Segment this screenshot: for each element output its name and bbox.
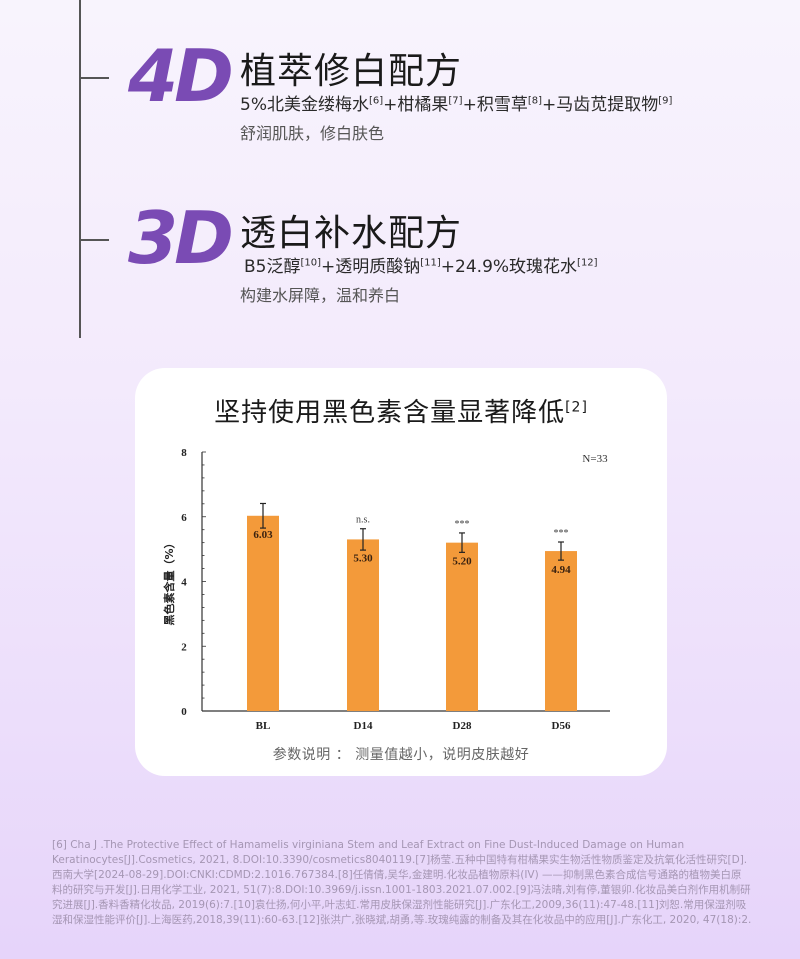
timeline-tick-3d <box>79 239 109 241</box>
significance-label: n.s. <box>356 515 370 526</box>
bar-d28 <box>446 542 478 711</box>
chart-card: 坚持使用黑色素含量显著降低[2] 0 2 4 6 8 黑色素含量（%） N=33 6.03 BL… <box>135 368 667 776</box>
y-tick-label: 8 <box>181 447 187 459</box>
feature-badge: 4D <box>128 34 234 118</box>
bar-value-label: 5.20 <box>452 556 472 568</box>
x-tick-label: D56 <box>552 720 571 732</box>
feature-title: 透白补水配方 <box>240 213 463 254</box>
bar-value-label: 4.94 <box>551 564 571 576</box>
bar-value-label: 6.03 <box>253 529 273 541</box>
feature-ingredients: 5%北美金缕梅水[6]+柑橘果[7]+积雪草[8]+马齿苋提取物[9] <box>240 95 673 115</box>
bar-d56 <box>545 551 577 711</box>
feature-badge: 3D <box>128 196 234 280</box>
bar-chart: 0 2 4 6 8 黑色素含量（%） N=33 6.03 BL 5.30 n.s. D14 5.20 **… <box>162 447 610 732</box>
chart-note: 参数说明 ： 测量值越小，说明皮肤越好 <box>272 747 530 763</box>
significance-label: *** <box>455 519 470 530</box>
feature-title: 植萃修白配方 <box>240 51 463 92</box>
y-axis-label: 黑色素含量（%） <box>162 537 176 625</box>
references: [6] Cha J .The Protective Effect of Hama… <box>52 839 752 926</box>
sample-size-annotation: N=33 <box>582 453 608 465</box>
y-tick-label: 6 <box>181 512 187 524</box>
y-tick-label: 2 <box>181 641 187 653</box>
timeline-tick-4d <box>79 77 109 79</box>
y-tick-label: 0 <box>181 706 187 718</box>
timeline-line <box>79 0 81 338</box>
x-tick-label: D14 <box>354 720 373 732</box>
bar-value-label: 5.30 <box>353 552 373 564</box>
y-tick-label: 4 <box>181 577 187 589</box>
feature-benefit: 舒润肌肤，修白肤色 <box>240 124 385 143</box>
bar-d14 <box>347 539 379 711</box>
significance-label: *** <box>554 528 569 539</box>
feature-benefit: 构建水屏障，温和养白 <box>240 286 401 305</box>
x-tick-label: D28 <box>453 720 472 732</box>
chart-title: 坚持使用黑色素含量显著降低[2] <box>214 398 588 428</box>
feature-ingredients: B5泛醇[10]+透明质酸钠[11]+24.9%玫瑰花水[12] <box>244 257 598 277</box>
x-tick-label: BL <box>256 720 271 732</box>
bar-bl <box>247 515 279 711</box>
